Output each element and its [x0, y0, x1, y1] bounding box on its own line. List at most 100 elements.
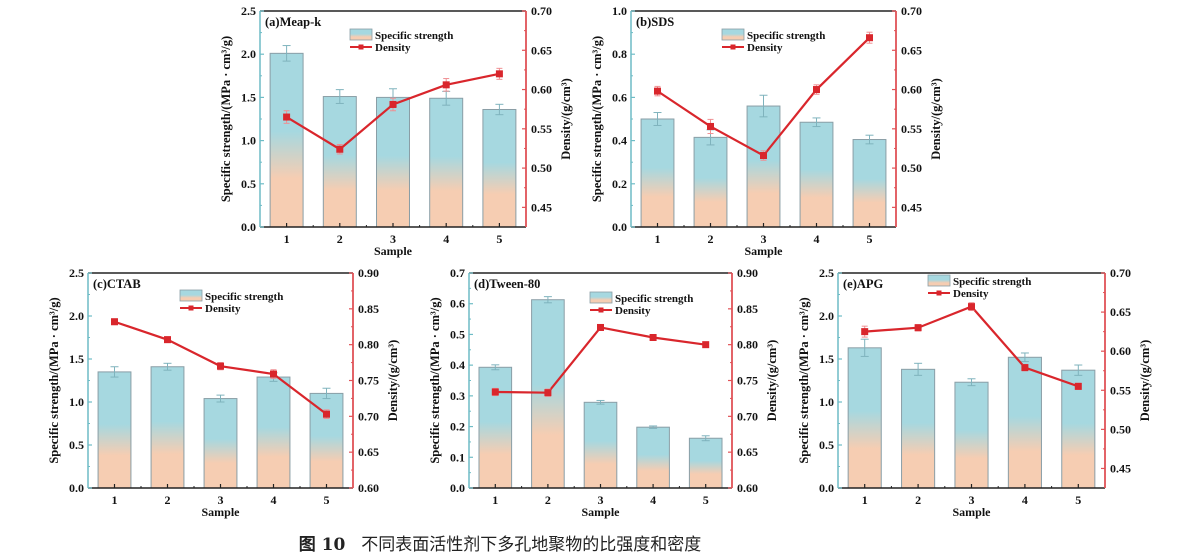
density-point-c-5	[323, 410, 330, 418]
x-axis-label: Sample	[744, 244, 783, 258]
y-tick-label: 0.5	[819, 438, 834, 452]
y2-tick-label: 0.65	[358, 445, 379, 459]
density-point-a-5	[495, 70, 503, 78]
y2-tick-label: 0.45	[901, 200, 922, 214]
legend-swatch-marker	[598, 307, 604, 313]
legend-swatch-marker	[730, 44, 736, 50]
y-tick-label: 1.0	[612, 4, 627, 18]
bar-error-d-4	[649, 425, 658, 429]
y-tick-label: 0.6	[612, 90, 627, 104]
x-tick-label: 5	[324, 493, 330, 507]
y2-tick-label: 0.45	[1110, 461, 1131, 475]
chart-panel-a: 1 2 3 4 5 Sample 0.0 0.5 1.0 1.5 2.0 2.5 Specific st…	[219, 4, 573, 258]
y-tick-label: 0.1	[450, 450, 465, 464]
x-axis-label: Sample	[374, 244, 413, 258]
legend-label: Density	[747, 42, 783, 54]
legend-label: Specific strength	[615, 293, 693, 305]
y2-axis-label: Density/(g/cm³)	[1138, 340, 1152, 422]
y-tick-label: 0.5	[69, 438, 84, 452]
x-tick-label: 2	[915, 493, 921, 507]
bar-error-c-1	[110, 366, 119, 378]
bar-a-4	[429, 97, 464, 228]
bar-error-b-4	[812, 117, 821, 128]
y2-tick-label: 0.55	[531, 122, 552, 136]
legend-swatch-bar	[179, 289, 203, 302]
density-point-b-5	[866, 34, 873, 42]
density-point-c-3	[217, 362, 224, 370]
y2-tick-label: 0.60	[737, 481, 758, 495]
panel-title: (b)SDS	[636, 15, 674, 29]
density-point-d-2	[544, 389, 552, 397]
y-axis-label: Specific strength/(MPa · cm³/g)	[428, 297, 442, 463]
x-tick-label: 4	[443, 232, 449, 246]
figure-caption: 图 10 不同表面活性剂下多孔地聚物的比强度和密度	[0, 530, 1000, 555]
y-tick-label: 0.0	[241, 220, 256, 234]
y2-tick-label: 0.55	[1110, 383, 1131, 397]
x-tick-label: 4	[814, 232, 820, 246]
density-point-a-1	[283, 113, 291, 121]
y-tick-label: 2.0	[241, 47, 256, 61]
bar-error-d-2	[543, 296, 552, 304]
x-tick-label: 5	[867, 232, 873, 246]
x-tick-label: 3	[218, 493, 224, 507]
caption-text: 不同表面活性剂下多孔地聚物的比强度和密度	[361, 535, 702, 555]
bar-b-3	[746, 105, 781, 228]
y-tick-label: 0.4	[612, 134, 627, 148]
x-tick-label: 1	[492, 493, 498, 507]
panel-title: (e)APG	[843, 277, 884, 291]
y2-tick-label: 0.70	[1110, 266, 1131, 280]
y2-tick-label: 0.80	[737, 338, 758, 352]
x-tick-label: 3	[598, 493, 604, 507]
legend-swatch-marker	[936, 290, 942, 296]
y2-tick-label: 0.90	[358, 266, 379, 280]
figure-label: 图 10	[298, 535, 346, 555]
bar-error-c-3	[216, 394, 225, 403]
y2-tick-label: 0.70	[531, 4, 552, 18]
density-point-c-2	[164, 336, 171, 344]
y2-tick-label: 0.80	[358, 338, 379, 352]
y-tick-label: 0.7	[450, 266, 465, 280]
y2-tick-label: 0.45	[531, 200, 552, 214]
legend-swatch-marker	[358, 44, 364, 50]
y2-tick-label: 0.85	[737, 302, 758, 316]
bar-c-4	[256, 376, 291, 489]
bar-d-5	[688, 437, 723, 489]
x-tick-label: 5	[703, 493, 709, 507]
density-line-e	[864, 305, 1079, 388]
x-tick-label: 5	[1075, 493, 1081, 507]
bar-a-3	[376, 96, 410, 228]
x-tick-label: 3	[969, 493, 975, 507]
bar-error-a-5	[495, 103, 504, 116]
y-tick-label: 0.2	[450, 420, 465, 434]
bar-error-d-5	[701, 435, 710, 442]
legend-swatch-bar	[589, 291, 613, 304]
bar-c-1	[97, 371, 132, 489]
y-tick-label: 2.5	[819, 266, 834, 280]
bar-error-c-2	[163, 362, 172, 371]
y2-tick-label: 0.65	[737, 445, 758, 459]
y-tick-label: 0.4	[450, 358, 465, 372]
density-point-b-2	[707, 122, 714, 130]
bar-error-d-3	[596, 399, 605, 405]
x-tick-label: 4	[650, 493, 656, 507]
y-tick-label: 0.5	[241, 177, 256, 191]
bar-b-5	[852, 139, 887, 228]
bar-error-e-2	[914, 362, 923, 376]
legend-swatch-marker	[188, 305, 194, 311]
legend-label: Density	[615, 305, 651, 317]
bar-error-b-5	[865, 134, 874, 145]
x-tick-label: 1	[655, 232, 661, 246]
y-tick-label: 1.0	[819, 395, 834, 409]
y2-tick-label: 0.70	[737, 409, 758, 423]
y2-tick-label: 0.60	[901, 83, 922, 97]
legend-label: Density	[953, 288, 989, 300]
chart-panel-e: 1 2 3 4 5 Sample 0.0 0.5 1.0 1.5 2.0 2.5 Specific st…	[797, 266, 1152, 519]
y-tick-label: 1.5	[819, 352, 834, 366]
x-tick-label: 4	[271, 493, 277, 507]
legend-label: Density	[375, 42, 411, 54]
legend-label: Specific strength	[375, 30, 453, 42]
bar-error-e-4	[1020, 352, 1029, 363]
